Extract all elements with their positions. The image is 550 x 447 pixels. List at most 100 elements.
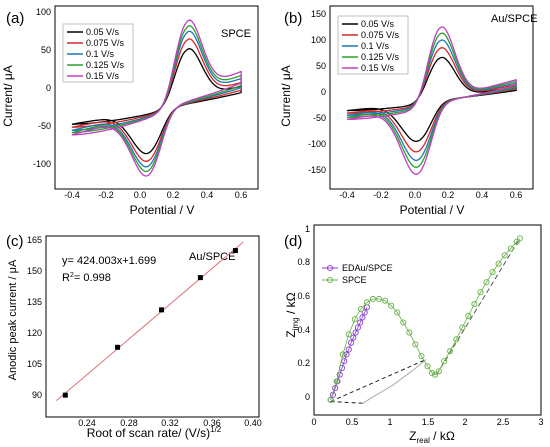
fit-line: [56, 241, 244, 402]
nyquist-point: [348, 339, 355, 346]
panel-b-y-ticks: -150 -100 -50 0 50 100 150: [308, 9, 326, 175]
panel-a-xtick-label: 0.6: [235, 190, 248, 200]
panel-c-xtick-label: 0.24: [78, 418, 96, 428]
nyquist-line-2: [330, 238, 521, 401]
panel-d-legend-marker: [326, 276, 334, 284]
panel-a: (a) SPCE Current/ μA Potential / V -0.4 …: [1, 5, 259, 217]
panel-c-annotation: Au/SPCE: [189, 251, 235, 263]
panel-a-legend-label: 0.075 V/s: [86, 38, 125, 48]
nyquist-point: [333, 378, 340, 385]
panel-a-ytick-label: 50: [41, 45, 51, 55]
panel-b-ylabel: Current/ μA: [279, 65, 293, 127]
panel-d-ylabel-text: Z: [284, 330, 298, 337]
panel-b-legend-label: 0.1 V/s: [361, 41, 390, 51]
nyquist-point: [412, 341, 419, 348]
panel-c-label: (c): [6, 233, 24, 250]
inset-trace: [362, 359, 427, 404]
panel-d-xtick-label: 1: [387, 417, 392, 427]
panel-b-curves: [346, 26, 517, 175]
panel-c-ytick-label: 165: [27, 235, 42, 245]
warburg-fit-line: [436, 238, 521, 375]
panel-d-plot-frame: [313, 224, 542, 416]
nyquist-point: [435, 368, 442, 375]
panel-b-xlabel: Potential / V: [400, 203, 465, 217]
nyquist-point: [400, 319, 407, 326]
panel-b-legend-label: 0.125 V/s: [361, 52, 400, 62]
panel-d-xtick-label: 3: [538, 417, 543, 427]
panel-b-ytick-label: 100: [311, 35, 326, 45]
data-point: [62, 392, 68, 398]
panel-a-ytick-label: 100: [36, 7, 51, 17]
panel-b: (b) Au/SPCE Current/ μA Potential / V -0…: [279, 5, 537, 217]
panel-d-legend-label: SPCE: [342, 275, 367, 285]
nyquist-point: [465, 312, 472, 319]
cv-curve-5: [71, 19, 242, 177]
panel-d: (d) Zimg / kΩ Zreal / kΩ 0 0.5 1 1.5 2 2…: [284, 224, 544, 445]
panel-a-curves: [71, 19, 242, 177]
panel-d-label: (d): [284, 233, 302, 250]
panel-a-plot-frame: [54, 5, 259, 190]
panel-c-xtick-label: 0.36: [203, 418, 221, 428]
nyquist-point: [357, 306, 364, 313]
nyquist-point: [336, 371, 343, 378]
panel-a-legend-label: 0.15 V/s: [86, 71, 120, 81]
panel-d-xtick-label: 0.5: [346, 417, 359, 427]
panel-a-legend-label: 0.125 V/s: [86, 60, 125, 70]
nyquist-point: [376, 295, 383, 303]
panel-c-marks: [56, 241, 244, 402]
panel-b-legend: 0.05 V/s 0.075 V/s 0.1 V/s 0.125 V/s 0.1…: [337, 15, 409, 75]
panel-c-xlabel-superscript: 1/2: [210, 425, 222, 434]
panel-c-r2: R2= 0.998: [62, 272, 111, 284]
nyquist-point: [441, 358, 448, 365]
panel-b-xtick-label: 0.2: [442, 190, 455, 200]
panel-d-xlabel-subscript: real: [417, 436, 431, 445]
panel-d-legend: EDAu/SPCE SPCE: [322, 263, 393, 285]
panel-a-xtick-label: 0.4: [201, 190, 214, 200]
panel-b-label: (b): [284, 10, 302, 27]
nyquist-point: [406, 329, 413, 336]
panel-b-ytick-label: -150: [308, 165, 326, 175]
panel-b-ytick-label: 0: [321, 87, 326, 97]
nyquist-point: [369, 295, 377, 303]
panel-d-ylabel-unit: / kΩ: [284, 292, 298, 317]
nyquist-point: [507, 245, 514, 252]
panel-d-ylabel: Zimg / kΩ: [284, 292, 300, 337]
panel-b-ytick-label: 150: [311, 9, 326, 19]
panel-d-ylabel-subscript: img: [291, 317, 300, 330]
panel-a-ytick-label: -100: [33, 159, 51, 169]
nyquist-point: [432, 371, 439, 378]
panel-a-legend-box: [62, 23, 134, 83]
nyquist-point: [357, 319, 364, 326]
panel-b-ytick-label: -50: [313, 113, 326, 123]
panel-d-marks: [327, 235, 523, 404]
panel-b-legend-label: 0.15 V/s: [361, 63, 395, 73]
nyquist-point: [327, 396, 334, 403]
panel-d-ytick-label: 0.8: [297, 257, 310, 267]
panel-c-xlabel: Root of scan rate/ (V/s)1/2: [87, 425, 222, 440]
panel-d-ytick-label: 0.6: [297, 291, 310, 301]
nyquist-point: [495, 260, 502, 267]
nyquist-point: [351, 316, 358, 323]
panel-c-x-ticks: 0.24 0.28 0.32 0.36 0.40: [78, 418, 262, 428]
panel-d-xlabel-unit: / kΩ: [430, 429, 455, 443]
panel-a-xtick-label: -0.4: [64, 190, 80, 200]
nyquist-point: [447, 348, 454, 355]
panel-a-annotation: SPCE: [221, 28, 251, 40]
panel-b-xtick-label: 0.0: [409, 190, 422, 200]
panel-d-xtick-label: 2.5: [497, 417, 510, 427]
panel-b-annotation: Au/SPCE: [491, 13, 537, 25]
panel-d-y-ticks: 0 0.2 0.4 0.6 0.8 1: [297, 224, 310, 402]
panel-a-legend-label: 0.1 V/s: [86, 49, 115, 59]
nyquist-point: [471, 300, 478, 308]
panel-d-legend-marker: [326, 264, 334, 272]
panel-b-xtick-label: 0.6: [510, 190, 523, 200]
panel-c-r2-value: = 0.998: [74, 272, 111, 284]
panel-a-label: (a): [6, 10, 24, 27]
nyquist-point: [501, 252, 508, 259]
nyquist-point: [361, 309, 368, 316]
panel-b-legend-box: [337, 15, 409, 75]
panel-a-ytick-label: 0: [46, 83, 51, 93]
cv-curve-5: [346, 26, 517, 175]
panel-a-ytick-label: -50: [38, 121, 51, 131]
panel-d-xtick-label: 2: [462, 417, 467, 427]
